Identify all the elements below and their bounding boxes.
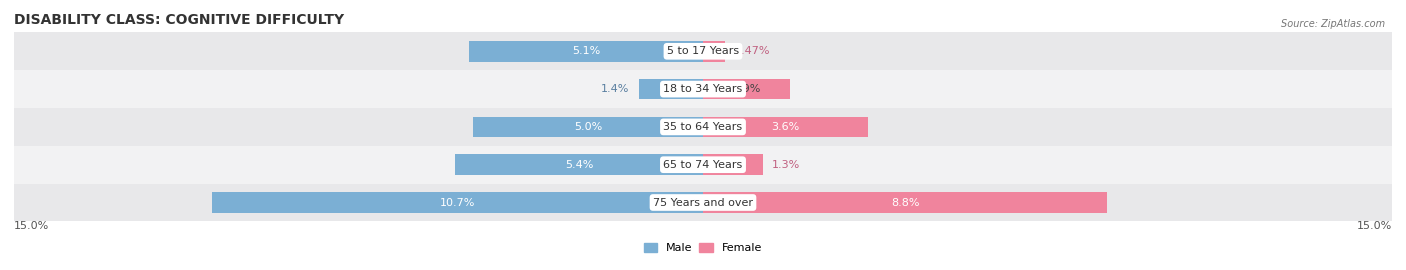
Text: 1.3%: 1.3% [772,160,800,170]
Text: 15.0%: 15.0% [14,221,49,231]
Bar [474,117,703,137]
Text: 3.6%: 3.6% [772,122,800,132]
Text: Source: ZipAtlas.com: Source: ZipAtlas.com [1281,19,1385,29]
Bar [703,41,724,62]
Bar [468,41,703,62]
Bar [703,79,790,99]
Bar [703,192,1107,213]
Text: 35 to 64 Years: 35 to 64 Years [664,122,742,132]
Text: 0.47%: 0.47% [734,46,769,56]
Text: 75 Years and over: 75 Years and over [652,197,754,208]
Bar [14,108,1392,146]
Bar [211,192,703,213]
Text: 5 to 17 Years: 5 to 17 Years [666,46,740,56]
Bar [14,146,1392,184]
Bar [703,117,869,137]
Bar [456,154,703,175]
Legend: Male, Female: Male, Female [640,238,766,257]
Text: DISABILITY CLASS: COGNITIVE DIFFICULTY: DISABILITY CLASS: COGNITIVE DIFFICULTY [14,13,344,27]
Bar [703,154,762,175]
Text: 1.4%: 1.4% [602,84,630,94]
Text: 10.7%: 10.7% [440,197,475,208]
Text: 65 to 74 Years: 65 to 74 Years [664,160,742,170]
Bar [14,184,1392,221]
Text: 15.0%: 15.0% [1357,221,1392,231]
Text: 5.1%: 5.1% [572,46,600,56]
Bar [14,32,1392,70]
Text: 8.8%: 8.8% [891,197,920,208]
Text: 1.9%: 1.9% [733,84,761,94]
Text: 5.0%: 5.0% [574,122,602,132]
Text: 18 to 34 Years: 18 to 34 Years [664,84,742,94]
Bar [638,79,703,99]
Text: 5.4%: 5.4% [565,160,593,170]
Bar [14,70,1392,108]
